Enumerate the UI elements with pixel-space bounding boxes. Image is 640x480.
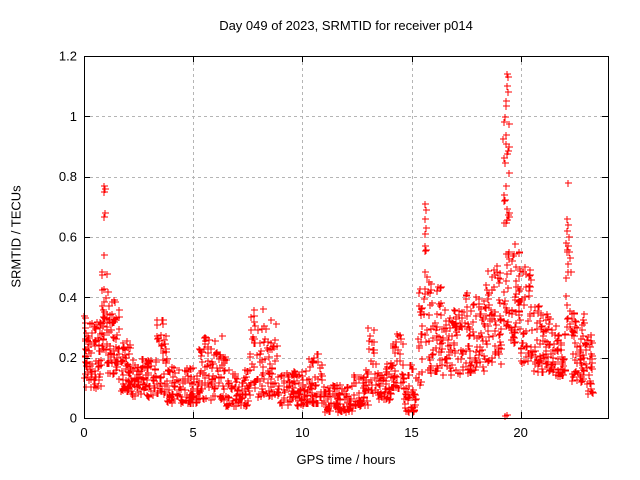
y-tick-label: 0 [70,411,77,426]
y-tick-label: 0.8 [59,169,77,184]
y-tick-label: 0.6 [59,230,77,245]
chart-title: Day 049 of 2023, SRMTID for receiver p01… [219,18,473,33]
y-tick-label: 1.2 [59,49,77,64]
x-tick-label: 0 [80,425,87,440]
scatter-points [81,71,597,420]
x-tick-label: 10 [295,425,309,440]
x-tick-label: 15 [404,425,418,440]
y-tick-label: 0.4 [59,290,77,305]
x-tick-label: 5 [190,425,197,440]
y-tick-label: 1 [70,109,77,124]
x-tick-label: 20 [513,425,527,440]
x-axis-label: GPS time / hours [296,452,396,467]
y-tick-label: 0.2 [59,350,77,365]
